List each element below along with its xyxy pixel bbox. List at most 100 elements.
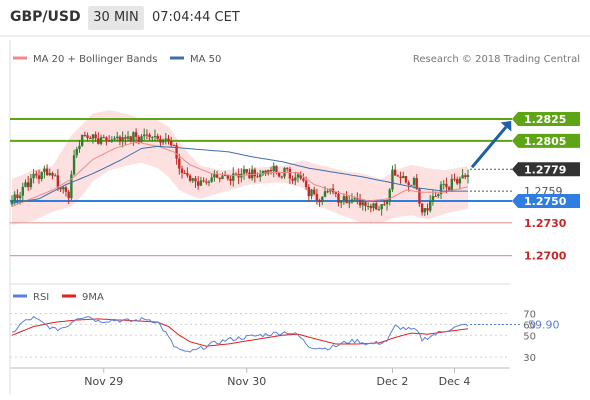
ma20-line <box>11 141 469 207</box>
candle-body <box>383 204 386 206</box>
candle-body <box>143 134 146 137</box>
candle-body <box>221 175 224 180</box>
candle-body <box>245 169 248 173</box>
candle-body <box>105 137 108 141</box>
candle-body <box>202 180 205 182</box>
candle-body <box>226 174 230 179</box>
candle-body <box>91 134 95 139</box>
candle-body <box>291 178 294 181</box>
candle-body <box>164 138 167 140</box>
candle-body <box>175 145 178 159</box>
candle-body <box>169 140 173 146</box>
candle-body <box>129 136 132 142</box>
candle-body <box>94 134 97 139</box>
forecast-arrow-shaft <box>470 126 508 169</box>
candle-body <box>59 187 62 190</box>
candle-body <box>313 189 316 194</box>
candle-body <box>242 169 246 174</box>
candle-body <box>80 134 84 146</box>
candle-body <box>223 174 227 176</box>
candle-body <box>407 182 410 186</box>
candle-body <box>399 176 402 179</box>
candle-body <box>456 179 459 184</box>
x-axis: Nov 29 Nov 30 Dec 2 Dec 4 <box>84 368 470 388</box>
bollinger-band-area <box>12 110 468 225</box>
rsi-last-value: 59.90 <box>528 318 560 331</box>
candle-body <box>423 208 427 213</box>
ma50-legend-label: MA 50 <box>190 54 221 65</box>
rsi-legend-label: RSI <box>33 292 49 303</box>
level-tag-bg <box>512 111 580 126</box>
candle-body <box>116 136 119 139</box>
instrument-label: GBP/USD <box>10 9 81 25</box>
candle-body <box>318 200 321 203</box>
candle-body <box>207 181 211 183</box>
candle-body <box>37 175 41 180</box>
candles <box>10 128 470 217</box>
candle-body <box>191 178 194 181</box>
x-tick-label: Nov 29 <box>84 375 123 388</box>
key-levels <box>10 117 512 257</box>
rsi-tick-label: 60 <box>523 320 536 331</box>
candle-body <box>18 195 22 199</box>
candle-body <box>269 169 273 172</box>
candle-body <box>302 178 305 181</box>
candle-body <box>118 136 122 142</box>
timeframe-button[interactable]: 30 MIN <box>88 6 144 30</box>
candle-body <box>393 169 397 176</box>
forecast-arrow-head <box>500 120 512 132</box>
candle-body <box>345 196 348 203</box>
candle-body <box>380 204 383 210</box>
candle-body <box>250 169 254 179</box>
candle-body <box>253 169 257 177</box>
rsi-ma-legend-label: 9MA <box>82 292 104 303</box>
candle-body <box>272 165 275 172</box>
candle-body <box>264 170 267 174</box>
candle-body <box>342 196 346 201</box>
candle-body <box>199 180 203 186</box>
candle-body <box>137 136 141 142</box>
level-label: 1.2750 <box>524 195 567 208</box>
candle-body <box>172 145 176 147</box>
candle-body <box>267 169 270 174</box>
candle-body <box>321 196 324 203</box>
candle-body <box>188 175 192 181</box>
level-label: 1.2779 <box>524 163 566 176</box>
candle-body <box>296 174 300 178</box>
candle-body <box>410 184 413 186</box>
candle-body <box>132 132 135 142</box>
candle-body <box>385 200 389 205</box>
candle-body <box>259 174 262 177</box>
level-label: 1.2700 <box>524 250 567 263</box>
candle-body <box>461 175 464 179</box>
timestamp-label: 07:04:44 CET <box>152 10 240 25</box>
candle-body <box>124 137 127 139</box>
candle-body <box>437 194 440 197</box>
candle-body <box>26 182 30 188</box>
candle-body <box>110 139 114 142</box>
candle-body <box>86 135 89 138</box>
candle-body <box>361 202 364 206</box>
candle-body <box>67 191 70 199</box>
candle-body <box>218 177 221 180</box>
candle-body <box>369 205 373 209</box>
candle-body <box>280 176 284 178</box>
candle-body <box>234 173 238 175</box>
level-label: 1.2805 <box>524 135 566 148</box>
candle-body <box>113 138 116 140</box>
candle-body <box>429 201 432 211</box>
candle-body <box>434 196 437 198</box>
candle-body <box>29 178 33 188</box>
candle-body <box>167 138 170 141</box>
candle-body <box>75 149 78 156</box>
candle-body <box>78 145 81 150</box>
candle-body <box>64 187 68 192</box>
candle-body <box>99 137 103 144</box>
candle-body <box>388 189 391 201</box>
candle-body <box>72 155 76 175</box>
candle-body <box>32 173 35 179</box>
candle-body <box>21 186 24 196</box>
candle-body <box>299 174 302 179</box>
candle-body <box>453 178 456 180</box>
